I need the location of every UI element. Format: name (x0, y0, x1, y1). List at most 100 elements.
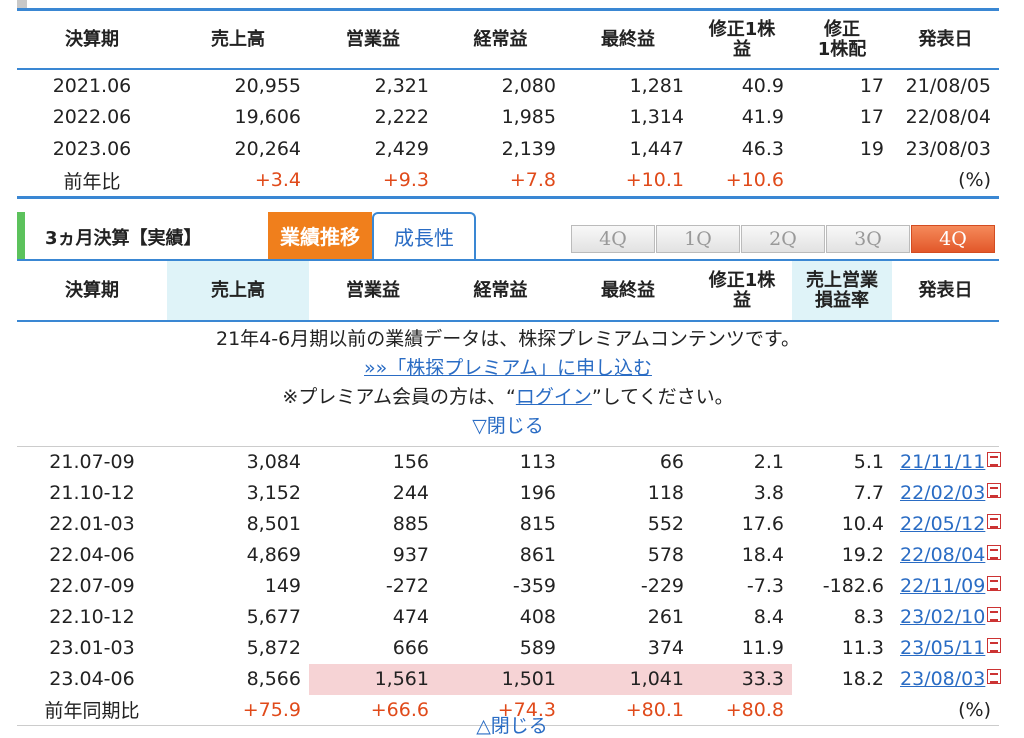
value-cell: 20,264 (234, 138, 301, 160)
period-cell: 2023.06 (52, 138, 132, 160)
value-cell: 17 (859, 74, 884, 97)
date-cell: 22/05/12 (892, 509, 1002, 540)
value-cell: 8,566 (246, 668, 301, 690)
tab-growth[interactable]: 成長性 (372, 212, 476, 259)
value-cell: 40.9 (741, 74, 784, 97)
value-cell: 2.1 (753, 451, 784, 474)
value-cell: 261 (647, 606, 684, 628)
pdf-icon[interactable] (987, 607, 1002, 622)
release-date-link[interactable]: 22/02/03 (900, 482, 986, 504)
period-cell: 23.01-03 (49, 637, 135, 659)
release-date-link[interactable]: 23/08/03 (900, 668, 986, 690)
value-cell: 17.6 (741, 513, 784, 535)
annual-results-table: 決算期 売上高 営業益 経常益 最終益 修正1株益 修正 1株配 発表日 2021.06 20,… (17, 11, 999, 199)
value-cell: 5,677 (246, 606, 301, 628)
period-cell: 2021.06 (52, 74, 132, 97)
date-cell: 23/08/03 (892, 664, 1002, 695)
date-cell: 21/11/11 (892, 447, 1002, 478)
pdf-icon[interactable] (987, 452, 1002, 468)
release-date-link[interactable]: 23/02/10 (900, 606, 986, 628)
annual-header-row: 決算期 売上高 営業益 経常益 最終益 修正1株益 修正 1株配 発表日 (17, 11, 999, 70)
table-row: 23.01-03 5,872 666 589 374 11.9 11.3 23/05/11 (17, 633, 1002, 664)
quarterly-results-table: 決算期 売上高 営業益 経常益 最終益 修正1株益 売上営業 損益率 発表日 21年4-6月期… (17, 261, 1002, 726)
value-cell: 46.3 (741, 138, 784, 160)
yoy-cell: +66.6 (370, 698, 429, 721)
yoy-cell (792, 165, 892, 197)
q-button-1q[interactable]: 1Q (656, 225, 740, 253)
pdf-icon[interactable] (987, 576, 1002, 591)
annual-col-header: 営業益 (309, 11, 437, 70)
q-button-4q-prev[interactable]: 4Q (571, 225, 655, 253)
q-button-2q[interactable]: 2Q (741, 225, 825, 253)
pdf-icon[interactable] (987, 514, 1002, 529)
tab-performance[interactable]: 業績推移 (268, 212, 372, 259)
value-cell: 2,139 (501, 138, 556, 160)
q-button-3q[interactable]: 3Q (826, 225, 910, 253)
quarterly-col-header: 最終益 (564, 261, 692, 322)
quarterly-divider (17, 259, 999, 261)
value-cell: 118 (647, 482, 684, 504)
annual-col-header: 決算期 (17, 11, 167, 70)
quarterly-col-header: 経常益 (437, 261, 564, 322)
value-cell: 2,080 (501, 74, 556, 97)
table-row: 21.07-09 3,084 156 113 66 2.1 5.1 21/11/11 (17, 447, 1002, 478)
value-cell: 3,152 (246, 482, 301, 504)
quarterly-col-header: 売上高 (167, 261, 309, 322)
value-cell: 244 (392, 482, 429, 504)
close-link-bottom[interactable]: △閉じる (476, 715, 548, 737)
value-cell: 21/08/05 (905, 74, 991, 97)
yoy-row: 前年比 +3.4 +9.3 +7.8 +10.1 +10.6 (%) (17, 165, 999, 197)
value-cell: 937 (392, 544, 429, 566)
login-link[interactable]: ログイン (515, 386, 592, 408)
value-cell: 10.4 (841, 513, 884, 535)
yoy-cell: +80.1 (625, 698, 684, 721)
value-cell: 1,041 (564, 663, 692, 695)
pdf-icon[interactable] (987, 483, 1002, 498)
release-date-link[interactable]: 22/05/12 (900, 513, 986, 535)
quarterly-title: 3ヵ月決算【実績】 (45, 228, 202, 249)
value-cell: 5.1 (853, 451, 884, 474)
close-link-top[interactable]: ▽閉じる (472, 415, 544, 437)
value-cell: 1,447 (629, 138, 684, 160)
value-cell: 7.7 (853, 482, 884, 504)
table-row: 2022.06 19,606 2,222 1,985 1,314 41.9 17 22/08/… (17, 101, 999, 133)
value-cell: 19,606 (234, 106, 301, 128)
value-cell: 861 (519, 544, 556, 566)
value-cell: 552 (647, 513, 684, 535)
quarterly-col-header: 修正1株益 (692, 261, 792, 322)
section-marker (17, 0, 27, 8)
login-notice: ※プレミアム会員の方は、“ログイン”してください。 (25, 383, 991, 412)
value-cell: 589 (519, 637, 556, 659)
value-cell: 33.3 (692, 663, 792, 695)
value-cell: -359 (512, 575, 556, 597)
release-date-link[interactable]: 23/05/11 (900, 637, 986, 659)
value-cell: 3.8 (753, 482, 784, 504)
value-cell: 19 (859, 138, 884, 160)
value-cell: 23/08/03 (905, 138, 991, 160)
value-cell: 2,222 (374, 106, 429, 128)
yoy-label: 前年同期比 (44, 700, 140, 723)
value-cell: -272 (385, 575, 429, 597)
value-cell: 19.2 (841, 544, 884, 566)
value-cell: 885 (392, 513, 429, 535)
date-cell: 23/05/11 (892, 633, 1002, 664)
table-row: 22.07-09 149 -272 -359 -229 -7.3 -182.6 22/11/0… (17, 571, 1002, 602)
value-cell: -182.6 (822, 575, 884, 597)
period-cell: 22.10-12 (49, 606, 135, 628)
premium-signup-link[interactable]: »»「株探プレミアム」に申し込む (364, 357, 652, 379)
value-cell: 113 (519, 451, 556, 474)
release-date-link[interactable]: 21/11/11 (900, 451, 986, 474)
value-cell: 149 (264, 575, 301, 597)
quarter-selector: 4Q 1Q 2Q 3Q 4Q (571, 225, 996, 253)
yoy-row: 前年同期比 +75.9 +66.6 +74.3 +80.1 +80.8 (%) (17, 695, 999, 726)
pdf-icon[interactable] (987, 545, 1002, 560)
value-cell: -7.3 (746, 575, 784, 597)
release-date-link[interactable]: 22/11/09 (900, 575, 986, 597)
value-cell: 11.9 (741, 637, 784, 659)
q-button-4q-selected[interactable]: 4Q (911, 225, 995, 253)
release-date-link[interactable]: 22/08/04 (900, 544, 986, 566)
value-cell: 666 (392, 637, 429, 659)
table-row: 22.10-12 5,677 474 408 261 8.4 8.3 23/02/10 (17, 602, 1002, 633)
pdf-icon[interactable] (987, 669, 1002, 684)
pdf-icon[interactable] (987, 638, 1002, 653)
